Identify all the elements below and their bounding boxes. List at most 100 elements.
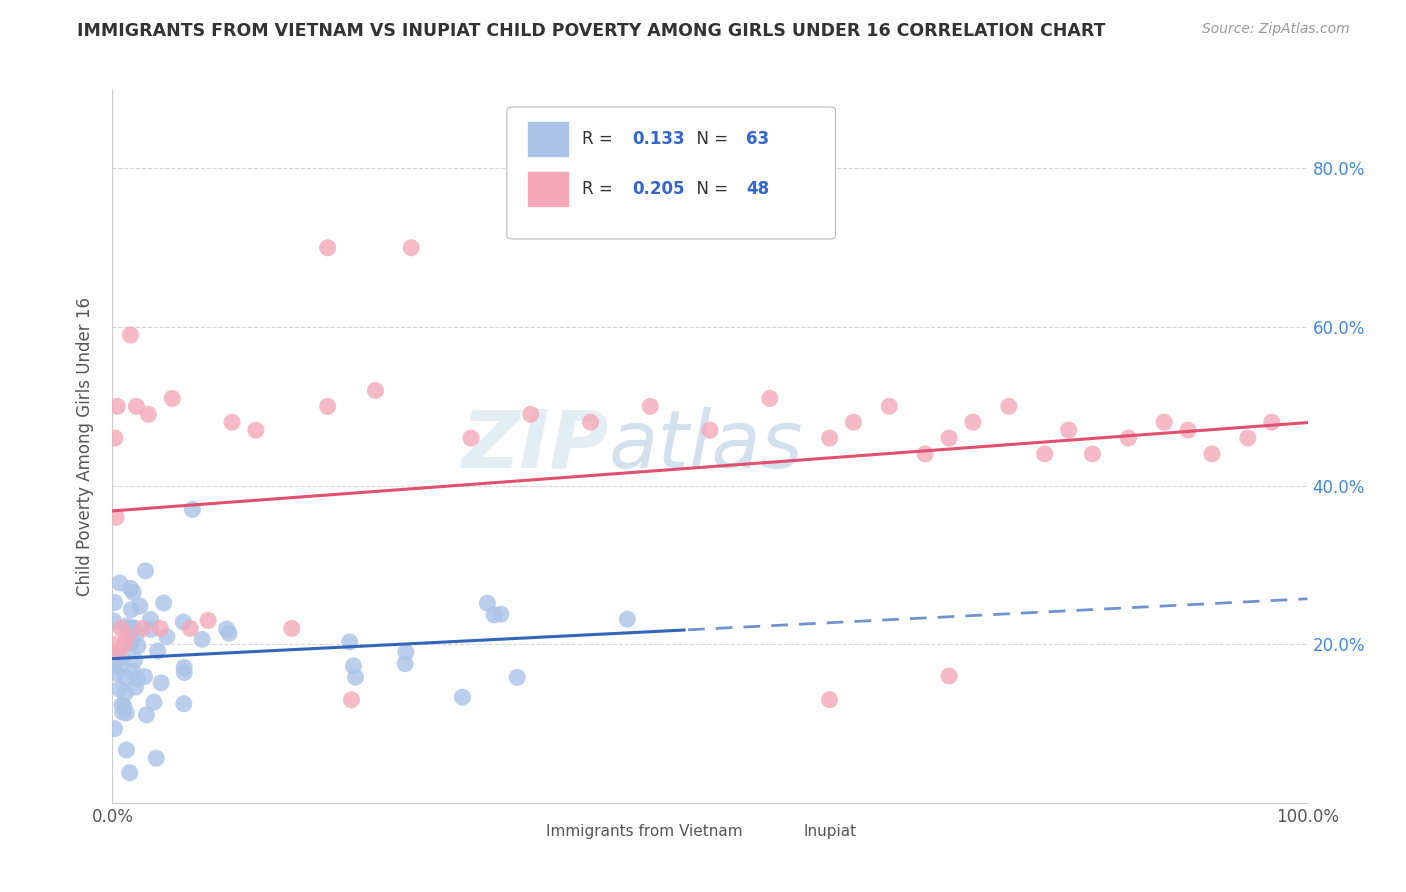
Point [108,681,131,696]
Point [114,686,136,700]
Point [759,392,782,406]
Point [134,670,156,684]
Point [938,431,960,445]
Point [173,697,195,711]
Point [281,621,304,635]
Point [149,621,172,635]
Point [699,423,721,437]
Point [104,431,127,445]
Text: N =: N = [686,180,734,198]
Point [131,621,153,635]
Point [105,510,128,524]
Point [105,400,128,414]
Point [172,615,194,629]
Point [156,630,179,644]
Point [179,621,201,635]
Point [115,743,138,757]
Point [316,400,339,414]
Text: Inupiat: Inupiat [803,824,856,838]
Point [818,692,841,706]
Point [115,629,138,643]
Point [520,407,543,421]
Point [120,582,142,596]
Text: Immigrants from Vietnam: Immigrants from Vietnam [547,824,742,838]
Point [110,660,132,674]
Point [111,698,134,712]
Point [342,659,364,673]
Point [127,639,149,653]
Point [482,607,505,622]
Point [127,672,149,686]
Point [104,595,127,609]
Point [340,692,363,706]
Point [1177,423,1199,437]
Point [579,415,602,429]
Text: 0.205: 0.205 [633,180,685,198]
Point [938,669,960,683]
Point [120,632,142,647]
Point [197,614,219,628]
Point [129,599,152,614]
Point [105,666,128,681]
Point [215,622,238,636]
Point [125,400,148,414]
Point [125,628,148,642]
Point [879,400,901,414]
Text: 63: 63 [747,130,769,148]
Point [120,328,142,343]
FancyBboxPatch shape [508,817,537,846]
Point [914,447,936,461]
Point [139,623,162,637]
Point [142,695,165,709]
Point [818,431,841,445]
Point [344,670,367,684]
Point [124,653,146,667]
Point [616,612,638,626]
Point [120,637,142,651]
Point [107,645,129,659]
Point [124,680,146,694]
Point [115,619,138,633]
Text: 48: 48 [747,180,769,198]
Point [115,671,138,685]
Point [173,660,195,674]
Point [117,621,139,635]
Point [150,675,173,690]
Point [1261,415,1284,429]
Point [146,644,169,658]
Text: N =: N = [686,130,734,148]
Point [103,722,125,736]
Point [121,622,143,636]
FancyBboxPatch shape [508,107,835,239]
Point [191,632,214,647]
Point [135,707,157,722]
Point [339,635,361,649]
Point [842,415,865,429]
Point [145,751,167,765]
Point [1057,423,1080,437]
FancyBboxPatch shape [763,817,794,846]
Point [122,585,145,599]
Text: atlas: atlas [609,407,803,485]
Point [181,502,204,516]
Point [134,564,156,578]
Point [489,607,512,622]
Point [122,621,145,635]
Point [112,698,135,713]
Point [221,415,243,429]
Point [1153,415,1175,429]
Y-axis label: Child Poverty Among Girls Under 16: Child Poverty Among Girls Under 16 [76,296,94,596]
Point [111,650,134,665]
Text: R =: R = [582,130,619,148]
Point [173,665,195,680]
Text: ZIP: ZIP [461,407,609,485]
Point [104,653,127,667]
Point [110,621,132,635]
Point [218,626,240,640]
Point [364,384,387,398]
Point [395,645,418,659]
Text: IMMIGRANTS FROM VIETNAM VS INUPIAT CHILD POVERTY AMONG GIRLS UNDER 16 CORRELATIO: IMMIGRANTS FROM VIETNAM VS INUPIAT CHILD… [77,22,1107,40]
Text: R =: R = [582,180,619,198]
Point [1201,447,1223,461]
Point [506,670,529,684]
